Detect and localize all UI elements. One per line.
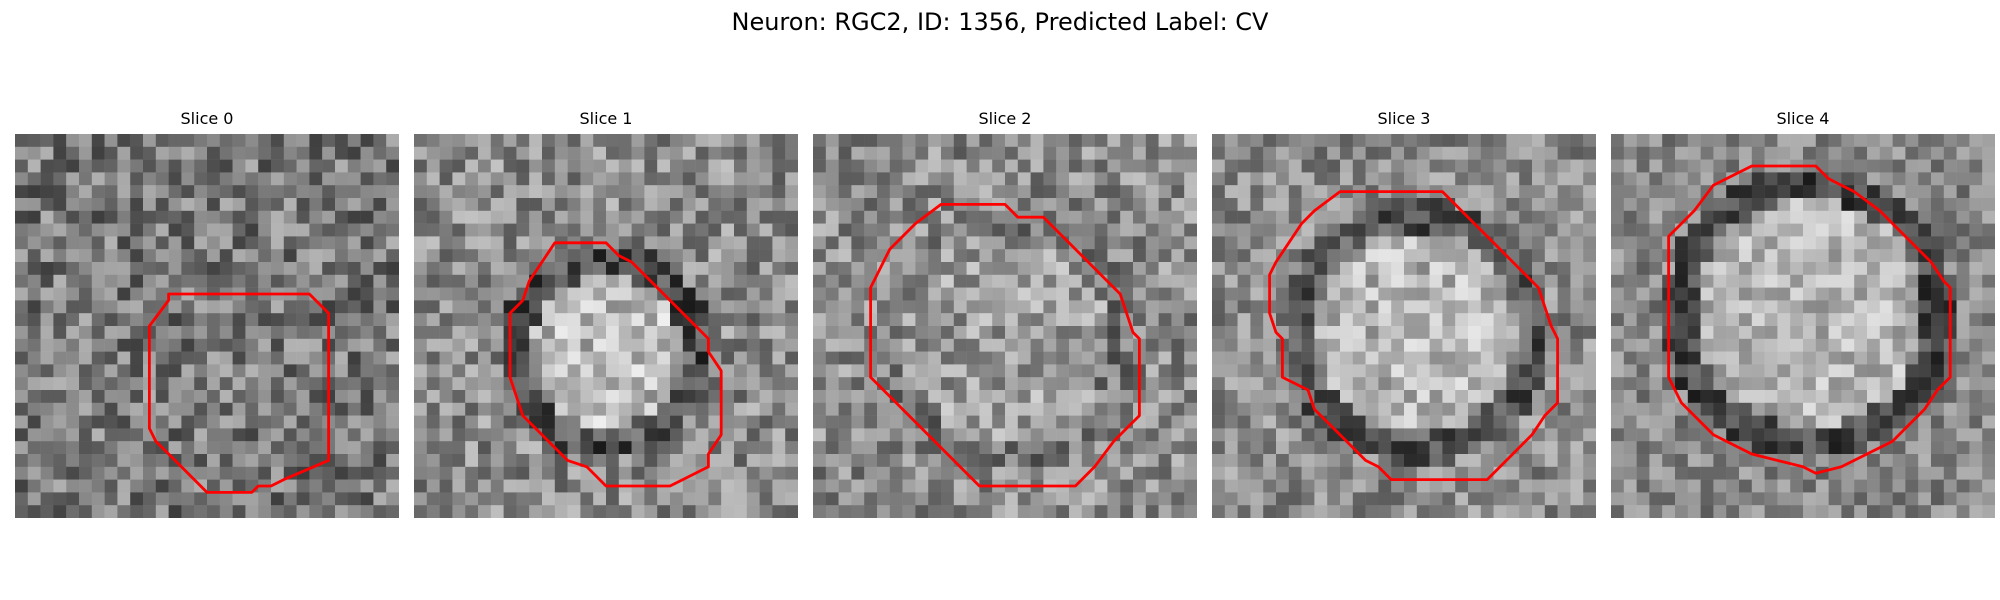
roi-contour bbox=[508, 241, 723, 488]
roi-contour bbox=[1667, 164, 1952, 475]
roi-contour bbox=[869, 202, 1141, 488]
slice-panel-1: Slice 1 bbox=[414, 108, 798, 518]
slice-image bbox=[1611, 134, 1995, 518]
slice-title: Slice 2 bbox=[978, 109, 1032, 128]
slice-title: Slice 1 bbox=[579, 109, 633, 128]
slice-image bbox=[15, 134, 399, 518]
roi-contour bbox=[147, 292, 331, 494]
figure-title: Neuron: RGC2, ID: 1356, Predicted Label:… bbox=[731, 8, 1269, 36]
roi-contour bbox=[1268, 190, 1560, 482]
slice-panel-0: Slice 0 bbox=[15, 108, 399, 518]
slice-title: Slice 3 bbox=[1377, 109, 1431, 128]
slice-panel-4: Slice 4 bbox=[1611, 108, 1995, 518]
slice-image bbox=[1212, 134, 1596, 518]
slice-panel-2: Slice 2 bbox=[813, 108, 1197, 518]
slice-title: Slice 0 bbox=[180, 109, 234, 128]
slice-image bbox=[414, 134, 798, 518]
slice-title: Slice 4 bbox=[1776, 109, 1830, 128]
slice-panel-3: Slice 3 bbox=[1212, 108, 1596, 518]
slice-image bbox=[813, 134, 1197, 518]
